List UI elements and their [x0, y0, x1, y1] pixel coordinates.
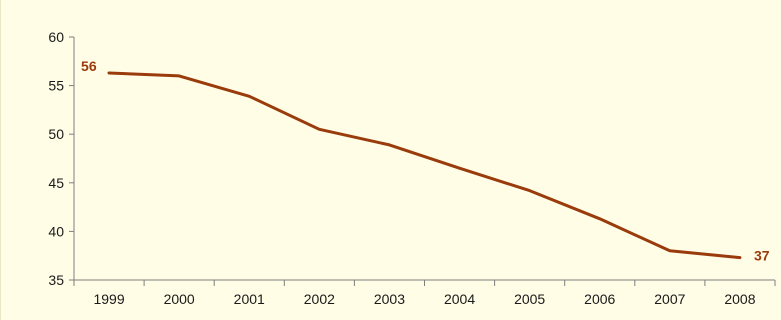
- x-tick-label: 2003: [374, 291, 405, 307]
- series-line: [107, 71, 742, 260]
- x-tick-label: 2000: [164, 291, 195, 307]
- data-label: 56: [81, 58, 97, 74]
- x-tick-label: 2006: [584, 291, 615, 307]
- y-tick-label: 50: [48, 126, 64, 142]
- y-tick-label: 35: [48, 272, 64, 288]
- x-tick-label: 2001: [234, 291, 265, 307]
- x-tick-label: 1999: [93, 291, 124, 307]
- data-label: 37: [754, 248, 770, 264]
- y-tick-label: 55: [48, 78, 64, 94]
- x-tick-label: 2008: [724, 291, 755, 307]
- y-tick-label: 60: [48, 29, 64, 45]
- x-tick-label: 2007: [654, 291, 685, 307]
- x-tick-label: 2002: [304, 291, 335, 307]
- x-tick-label: 2004: [444, 291, 475, 307]
- y-tick-label: 40: [48, 223, 64, 239]
- x-tick-label: 2005: [514, 291, 545, 307]
- y-tick-label: 45: [48, 175, 64, 191]
